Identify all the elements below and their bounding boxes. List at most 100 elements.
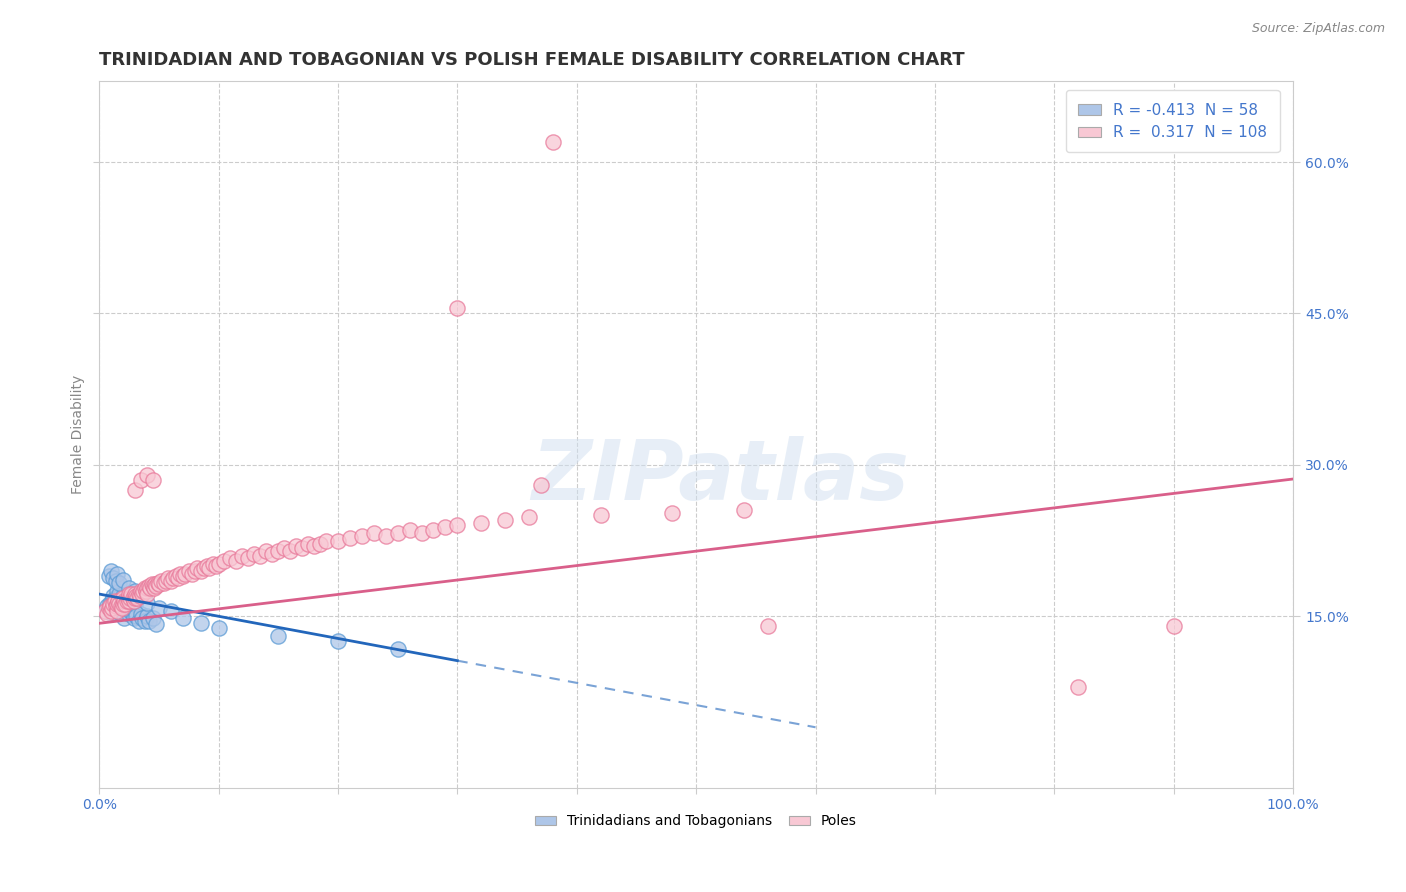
Y-axis label: Female Disability: Female Disability [72,375,86,494]
Point [104,591,127,606]
Point [135,609,157,624]
Point [172,611,194,625]
Point [124,591,146,606]
Point [219,550,242,565]
Point [114,597,136,611]
Legend: Trinidadians and Tobagonians, Poles: Trinidadians and Tobagonians, Poles [530,809,862,834]
Point [186,561,208,575]
Point [107,594,129,608]
Text: ZIPatlas: ZIPatlas [531,436,908,517]
Point [96,599,118,614]
Point [387,641,409,656]
Point [422,524,444,538]
Point [326,533,349,548]
Point [122,611,145,625]
Point [309,536,332,550]
Point [118,587,141,601]
Point [162,571,184,585]
Point [97,601,120,615]
Point [169,566,191,581]
Point [115,594,138,608]
Point [193,561,215,575]
Point [124,604,146,618]
Point [135,584,157,599]
Point [541,135,564,149]
Point [101,601,124,615]
Point [108,599,131,614]
Point [142,611,165,625]
Point [104,594,127,608]
Point [315,533,337,548]
Point [124,587,146,601]
Point [363,526,385,541]
Point [94,604,117,618]
Point [100,604,122,618]
Point [122,594,145,608]
Point [111,573,134,587]
Point [145,617,167,632]
Point [139,581,162,595]
Point [117,599,139,614]
Point [107,591,129,606]
Point [127,591,149,606]
Point [124,483,146,497]
Point [195,558,218,573]
Point [205,558,228,573]
Point [243,547,266,561]
Point [128,615,150,629]
Point [231,549,253,563]
Point [129,607,152,622]
Point [110,599,132,614]
Point [111,597,134,611]
Point [267,629,290,643]
Point [103,589,125,603]
Point [120,587,142,601]
Point [129,584,152,599]
Point [225,554,247,568]
Point [111,604,134,618]
Point [118,594,141,608]
Point [120,601,142,615]
Point [105,604,128,618]
Point [105,584,128,599]
Point [118,581,141,595]
Point [155,574,177,588]
Point [142,579,165,593]
Point [96,607,118,622]
Point [398,524,420,538]
Point [446,518,468,533]
Point [135,596,157,610]
Point [167,571,190,585]
Point [98,596,121,610]
Point [297,536,319,550]
Point [111,601,134,615]
Point [190,564,212,578]
Point [339,531,361,545]
Point [589,508,612,523]
Point [190,616,212,631]
Point [177,564,200,578]
Point [138,579,160,593]
Point [134,581,156,595]
Point [125,589,148,603]
Point [254,543,277,558]
Point [129,473,152,487]
Point [138,615,160,629]
Point [1163,619,1185,633]
Point [110,601,132,615]
Point [183,564,205,578]
Point [143,581,166,595]
Point [112,597,135,611]
Point [148,577,170,591]
Point [302,539,325,553]
Point [1067,680,1090,694]
Point [128,589,150,603]
Point [291,541,314,555]
Point [100,606,122,620]
Point [120,604,142,618]
Point [117,591,139,606]
Point [135,581,157,595]
Point [350,528,373,542]
Point [198,561,221,575]
Point [131,587,153,601]
